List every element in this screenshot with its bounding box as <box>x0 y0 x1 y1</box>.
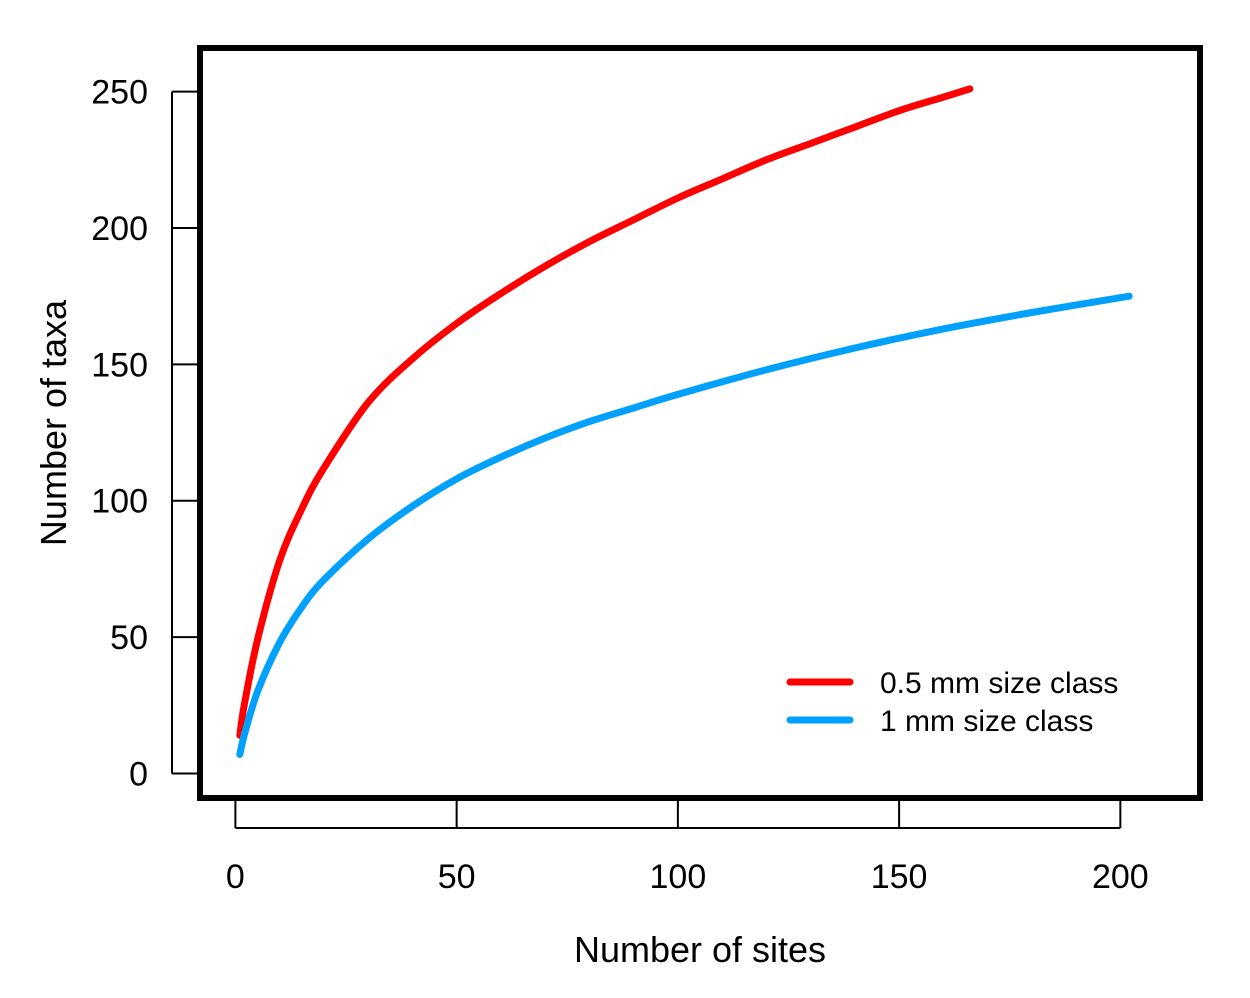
y-tick-label-0: 0 <box>129 755 148 793</box>
y-tick-label-1: 50 <box>110 619 148 657</box>
series-layer <box>236 85 1133 758</box>
legend-label-1: 1 mm size class <box>880 705 1093 738</box>
series-line-1 <box>236 292 1133 758</box>
x-tick-label-0: 0 <box>226 858 245 896</box>
legend-label-0: 0.5 mm size class <box>880 667 1118 700</box>
series-line-0 <box>236 85 974 739</box>
x-tick-label-2: 100 <box>650 858 707 896</box>
x-tick-label-3: 150 <box>871 858 928 896</box>
legend: 0.5 mm size class 1 mm size class <box>786 667 1118 738</box>
y-tick-label-2: 100 <box>91 483 148 521</box>
y-axis-label: Number of taxa <box>33 299 74 546</box>
y-tick-label-4: 200 <box>91 210 148 248</box>
x-tick-label-4: 200 <box>1092 858 1149 896</box>
axes: 0 50 100 150 200 0 50 100 150 200 250 <box>91 74 1148 896</box>
y-tick-label-5: 250 <box>91 74 148 112</box>
y-tick-label-3: 150 <box>91 346 148 384</box>
x-axis-label: Number of sites <box>574 929 826 970</box>
x-tick-label-1: 50 <box>438 858 476 896</box>
plot-frame <box>197 45 1203 801</box>
